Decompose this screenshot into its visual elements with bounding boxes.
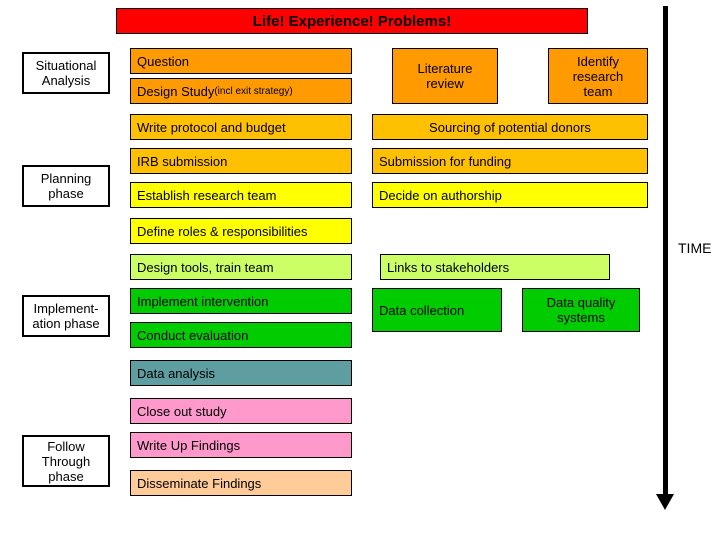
header-banner: Life! Experience! Problems! — [116, 8, 588, 34]
box-sourcing: Sourcing of potential donors — [372, 114, 648, 140]
time-label: TIME — [678, 240, 711, 256]
phase-follow: Follow Through phase — [22, 435, 110, 487]
box-lit-review: Literature review — [392, 48, 498, 104]
time-arrow-line — [663, 6, 668, 496]
box-design-study: Design Study (incl exit strategy) — [130, 78, 352, 104]
phase-planning: Planning phase — [22, 165, 110, 207]
box-authorship: Decide on authorship — [372, 182, 648, 208]
box-conduct-evaluation: Conduct evaluation — [130, 322, 352, 348]
phase-situational: Situational Analysis — [22, 52, 110, 94]
box-implement-intervention: Implement intervention — [130, 288, 352, 314]
box-write-up: Write Up Findings — [130, 432, 352, 458]
box-close-out: Close out study — [130, 398, 352, 424]
design-study-text: Design Study — [137, 84, 214, 99]
box-establish-team: Establish research team — [130, 182, 352, 208]
box-data-quality: Data quality systems — [522, 288, 640, 332]
box-data-analysis: Data analysis — [130, 360, 352, 386]
time-arrow-head — [656, 494, 674, 510]
box-identify-team: Identify research team — [548, 48, 648, 104]
phase-implementation: Implement- ation phase — [22, 295, 110, 337]
box-irb: IRB submission — [130, 148, 352, 174]
box-write-protocol: Write protocol and budget — [130, 114, 352, 140]
box-question: Question — [130, 48, 352, 74]
box-design-tools: Design tools, train team — [130, 254, 352, 280]
box-define-roles: Define roles & responsibilities — [130, 218, 352, 244]
box-links-stakeholders: Links to stakeholders — [380, 254, 610, 280]
box-disseminate: Disseminate Findings — [130, 470, 352, 496]
box-data-collection: Data collection — [372, 288, 502, 332]
design-study-sub: (incl exit strategy) — [214, 86, 292, 97]
box-sub-funding: Submission for funding — [372, 148, 648, 174]
